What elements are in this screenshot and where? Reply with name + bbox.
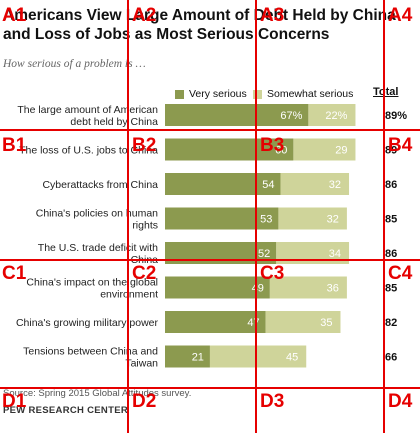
- bar-somewhat-serious: [209, 345, 307, 368]
- bar-label-very-serious: 52: [258, 248, 270, 260]
- category-label: rights: [132, 220, 158, 232]
- bar-label-somewhat-serious: 45: [286, 352, 298, 364]
- grid-cell-label: A3: [260, 5, 285, 26]
- bar-label-very-serious: 21: [192, 352, 204, 364]
- category-label: The large amount of American: [17, 104, 158, 116]
- bar-somewhat-serious: [269, 276, 347, 299]
- bar-label-very-serious: 60: [275, 145, 287, 157]
- bar-very-serious: [165, 345, 210, 368]
- legend-very-serious: Very serious: [175, 88, 247, 100]
- bar-somewhat-serious: [278, 207, 347, 230]
- grid-cell-label: D1: [2, 391, 27, 412]
- bar-very-serious: [165, 276, 270, 299]
- bar-very-serious: [165, 104, 309, 126]
- category-label: Tensions between China and: [23, 346, 158, 358]
- category-label: Cyberattacks from China: [42, 179, 158, 191]
- bar-very-serious: [165, 311, 266, 333]
- grid-cell-label: C4: [388, 263, 413, 284]
- bar-label-somewhat-serious: 22%: [325, 110, 347, 122]
- grid-cell-label: D4: [388, 391, 413, 412]
- bar-somewhat-serious: [280, 173, 350, 195]
- bar-very-serious: [165, 173, 281, 195]
- category-label: Taiwan: [125, 358, 158, 370]
- total-value: 82: [385, 317, 397, 329]
- category-label: China's impact on the global: [26, 277, 158, 289]
- org-name: PEW RESEARCH CENTER: [3, 405, 128, 416]
- bar-label-somewhat-serious: 29: [335, 145, 347, 157]
- bar-somewhat-serious: [276, 242, 350, 264]
- chart-title: Americans View Large Amount of Debt Held…: [3, 7, 396, 43]
- total-value: 85: [385, 283, 397, 295]
- bar-somewhat-serious: [293, 138, 356, 161]
- bar-label-somewhat-serious: 32: [327, 214, 339, 226]
- grid-cell-label: A1: [2, 5, 27, 26]
- bar-somewhat-serious: [308, 104, 356, 126]
- grid-cell-label: D2: [132, 391, 157, 412]
- total-value: 86: [385, 248, 397, 260]
- total-value: 89%: [385, 110, 407, 122]
- total-value: 86: [385, 179, 397, 191]
- category-label: The loss of U.S. jobs to China: [19, 145, 158, 157]
- grid-cell-label: B4: [388, 135, 413, 156]
- grid-cell-label: B3: [260, 135, 285, 156]
- legend-somewhat-serious-swatch: [253, 89, 262, 99]
- total-value: 85: [385, 214, 397, 226]
- legend-somewhat-serious-label: Somewhat serious: [267, 88, 354, 100]
- total-value: 66: [385, 352, 397, 364]
- source-note: Source: Spring 2015 Global Attitudes sur…: [3, 388, 192, 399]
- grid-cell-label: B2: [132, 135, 157, 156]
- grid-cell-label: B1: [2, 135, 27, 156]
- legend-very-serious-label: Very serious: [189, 88, 247, 100]
- category-label: China's growing military power: [16, 317, 159, 329]
- bar-label-very-serious: 49: [252, 283, 264, 295]
- bar-label-very-serious: 53: [260, 214, 272, 226]
- category-label: debt held by China: [70, 116, 158, 128]
- total-column-header: Total: [373, 86, 399, 98]
- grid-cell-label: C2: [132, 263, 157, 284]
- bar-label-somewhat-serious: 35: [320, 317, 332, 329]
- chart-subtitle: How serious of a problem is …: [3, 58, 146, 70]
- grid-cell-label: A2: [132, 5, 157, 26]
- bar-label-very-serious: 67%: [280, 110, 302, 122]
- bar-label-somewhat-serious: 36: [327, 283, 339, 295]
- category-label: environment: [100, 289, 158, 301]
- grid-cell-label: A4: [388, 5, 413, 26]
- grid-cell-label: C1: [2, 263, 27, 284]
- total-value: 89: [385, 145, 397, 157]
- bar-very-serious: [165, 207, 279, 230]
- bar-label-somewhat-serious: 34: [329, 248, 341, 260]
- bar-very-serious: [165, 242, 277, 264]
- legend-very-serious-swatch: [175, 89, 184, 99]
- grid-cell-label: C3: [260, 263, 285, 284]
- bar-somewhat-serious: [265, 311, 341, 333]
- bar-label-very-serious: 54: [262, 179, 274, 191]
- bar-label-somewhat-serious: 32: [329, 179, 341, 191]
- bar-very-serious: [165, 138, 294, 161]
- legend-somewhat-serious: Somewhat serious: [253, 88, 353, 100]
- grid-cell-label: D3: [260, 391, 285, 412]
